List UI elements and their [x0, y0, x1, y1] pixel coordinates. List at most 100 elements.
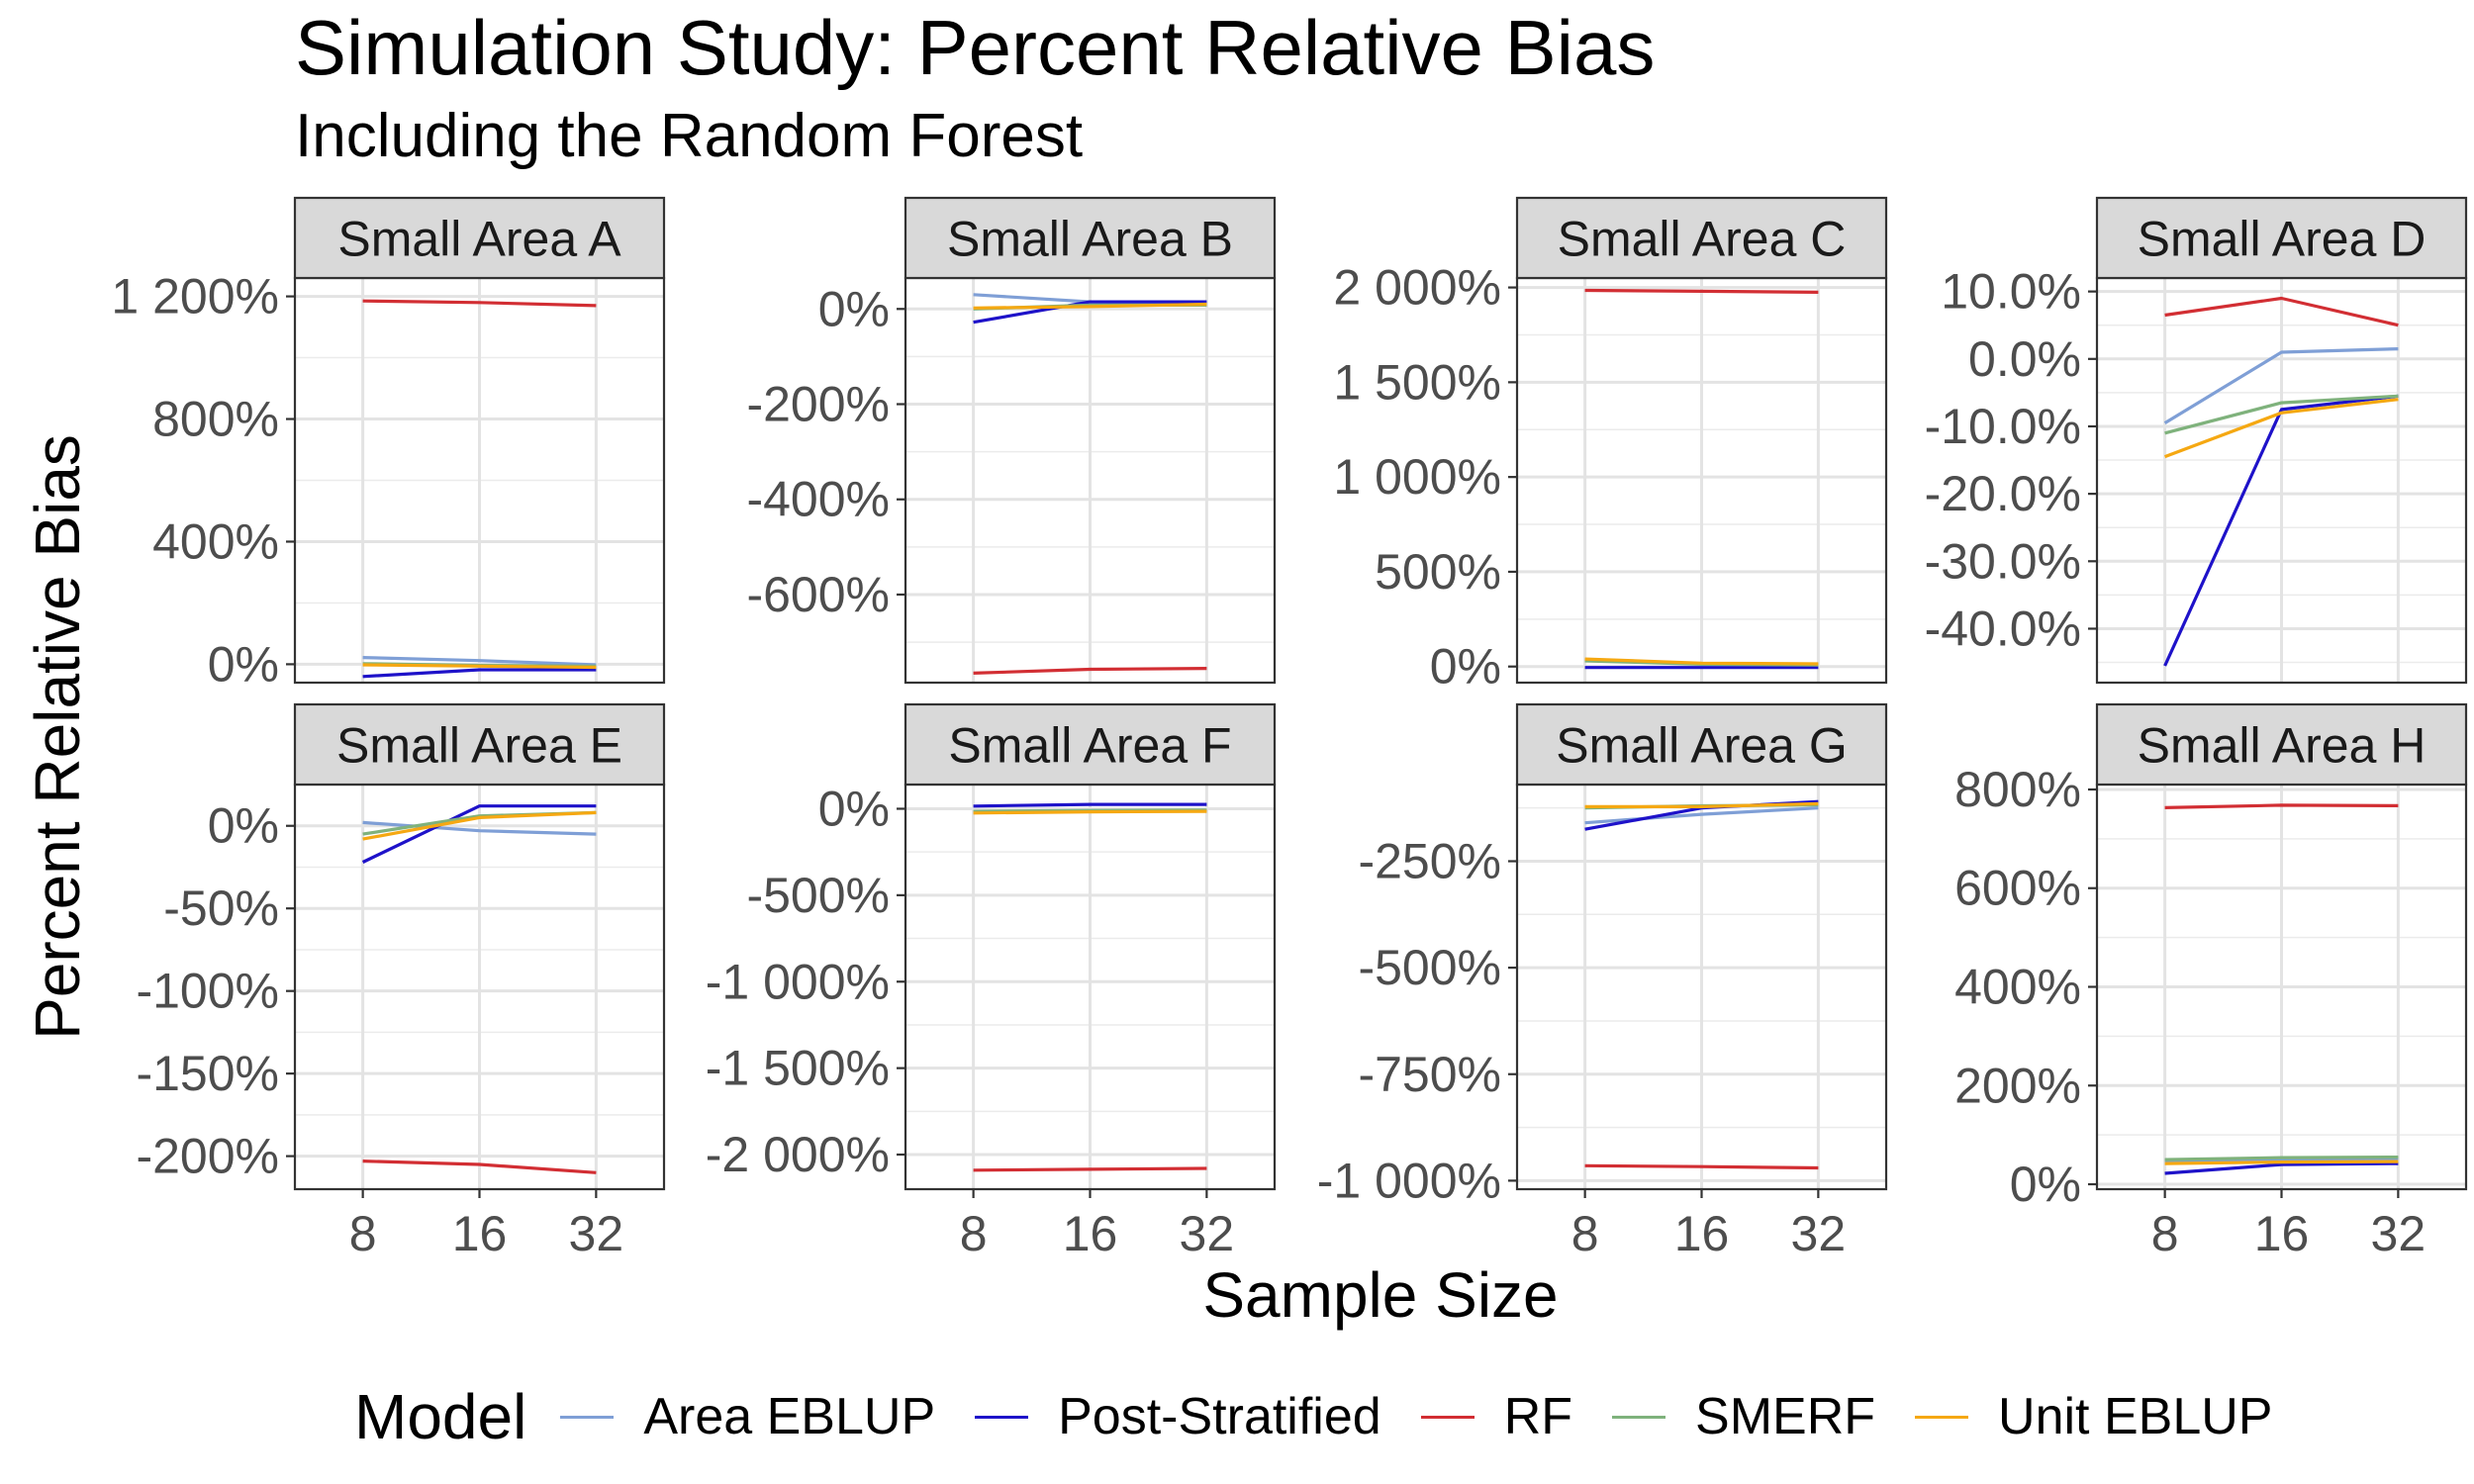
y-tick-label: -40.0%: [1925, 601, 2081, 656]
y-tick-label: -250%: [1358, 833, 1501, 888]
y-tick-label: 600%: [1954, 861, 2081, 916]
chart-subtitle: Including the Random Forest: [295, 102, 1084, 170]
y-tick-label: 0%: [208, 636, 279, 692]
y-tick-label: 0%: [1430, 639, 1501, 695]
y-tick-label: 0%: [208, 798, 279, 854]
series-line-area-eblup: [1584, 806, 1819, 825]
legend-key: [1915, 1415, 1969, 1419]
x-tick-label: 16: [1674, 1206, 1730, 1261]
legend-label: Post-Stratified: [1058, 1388, 1381, 1445]
series-line-post-stratified: [973, 802, 1207, 808]
y-tick-label: 0%: [2010, 1157, 2081, 1212]
series-line-smerf: [2164, 394, 2399, 435]
y-tick-label: 0%: [818, 781, 890, 836]
series-line-rf: [362, 1159, 597, 1174]
y-tick-label: -1 500%: [706, 1041, 890, 1096]
facet-panel: Small Area C 0% 500% 1 000% 1 500% 2 000%: [1333, 196, 1888, 695]
x-tick-label: 32: [569, 1206, 624, 1261]
y-tick-label: 1 500%: [1333, 354, 1501, 410]
legend-label: SMERF: [1695, 1388, 1876, 1445]
legend-item: Area EBLUP: [560, 1387, 935, 1446]
facet-label: Small Area F: [948, 718, 1231, 774]
legend-item: RF: [1420, 1387, 1573, 1446]
series-line-unit-eblup: [362, 663, 597, 670]
facet-strip: [293, 196, 666, 280]
facet-strip: [293, 702, 666, 787]
facet-strip: [1515, 702, 1888, 787]
x-tick-label: 8: [960, 1206, 988, 1261]
y-tick-label: -10.0%: [1925, 399, 2081, 454]
series-line-rf: [362, 299, 597, 308]
y-tick-label: -200%: [746, 377, 890, 432]
y-tick-label: 500%: [1375, 544, 1501, 600]
facet-label: Small Area E: [336, 718, 622, 774]
facet-label: Small Area A: [337, 212, 621, 267]
series-line-area-eblup: [362, 820, 597, 836]
facet-panel: Small Area E -200% -150% -100% -50% 0% 8 16 32: [136, 702, 666, 1261]
facet-strip: [2095, 702, 2468, 787]
series-line-unit-eblup: [1584, 657, 1819, 666]
series-line-smerf: [2164, 1155, 2399, 1161]
y-tick-label: -50%: [163, 881, 279, 936]
series-line-post-stratified: [973, 300, 1207, 325]
facet-panel: Small Area D -40.0% -30.0% -20.0% -10.0% 0.0%…: [1925, 196, 2468, 685]
x-tick-label: 32: [1180, 1206, 1235, 1261]
series-line-unit-eblup: [973, 302, 1207, 310]
legend-key: [560, 1415, 615, 1419]
y-tick-label: -1 000%: [1317, 1153, 1501, 1208]
x-tick-label: 16: [2254, 1206, 2310, 1261]
series-line-unit-eblup: [2164, 1159, 2399, 1165]
series-line-post-stratified: [2163, 394, 2399, 667]
x-tick-label: 32: [2371, 1206, 2426, 1261]
facet-strip: [1515, 196, 1888, 280]
series-line-rf: [2164, 803, 2399, 809]
facet-label: Small Area B: [947, 212, 1233, 267]
facet-label: Small Area H: [2138, 718, 2426, 774]
y-tick-label: 0%: [818, 281, 890, 336]
facet-panel: Small Area A 0% 400% 800% 1 200%: [111, 196, 666, 692]
series-line-rf: [1584, 1163, 1819, 1170]
y-tick-label: -100%: [136, 964, 279, 1019]
y-tick-label: -30.0%: [1925, 533, 2081, 589]
series-line-rf: [973, 667, 1207, 675]
facet-strip: [2095, 196, 2468, 280]
facet-panel: Small Area H 0% 200% 400% 600% 800% 8 16 32: [1954, 702, 2468, 1261]
facet-strip: [904, 196, 1277, 280]
chart-title: Simulation Study: Percent Relative Bias: [295, 4, 1656, 91]
y-tick-label: 400%: [152, 513, 279, 569]
legend-item: SMERF: [1612, 1387, 1875, 1446]
legend-label: RF: [1503, 1388, 1573, 1445]
y-tick-label: 800%: [1954, 762, 2081, 817]
y-tick-label: -150%: [136, 1046, 279, 1101]
y-tick-label: 10.0%: [1941, 264, 2081, 320]
x-tick-label: 8: [349, 1206, 377, 1261]
y-tick-label: -1 000%: [706, 954, 890, 1009]
y-tick-label: -400%: [746, 472, 890, 527]
x-tick-label: 8: [2151, 1206, 2179, 1261]
legend-item: Unit EBLUP: [1915, 1387, 2272, 1446]
series-line-rf: [1584, 288, 1819, 294]
series-line-unit-eblup: [362, 810, 597, 841]
y-tick-label: -20.0%: [1925, 466, 2081, 521]
legend-label: Area EBLUP: [643, 1388, 936, 1445]
x-tick-label: 16: [1063, 1206, 1118, 1261]
facet-label: Small Area G: [1556, 718, 1848, 774]
legend-key: [1420, 1415, 1475, 1419]
series-line-unit-eblup: [973, 809, 1207, 815]
legend-key: [975, 1415, 1029, 1419]
y-tick-label: 200%: [1954, 1058, 2081, 1113]
x-tick-label: 32: [1791, 1206, 1847, 1261]
facet-label: Small Area D: [2138, 212, 2426, 267]
legend-label: Unit EBLUP: [1998, 1388, 2273, 1445]
facet-label: Small Area C: [1558, 212, 1847, 267]
y-tick-label: -200%: [136, 1129, 279, 1184]
series-line-rf: [973, 1166, 1207, 1172]
facet-panel: Small Area G -1 000% -750% -500% -250% 8 16 32: [1317, 702, 1888, 1261]
series-line-unit-eblup: [1584, 801, 1819, 809]
y-tick-label: 2 000%: [1333, 260, 1501, 316]
y-tick-label: 1 000%: [1333, 449, 1501, 505]
x-tick-label: 8: [1571, 1206, 1599, 1261]
series-line-post-stratified: [2164, 1161, 2399, 1175]
y-tick-label: -2 000%: [706, 1127, 890, 1182]
